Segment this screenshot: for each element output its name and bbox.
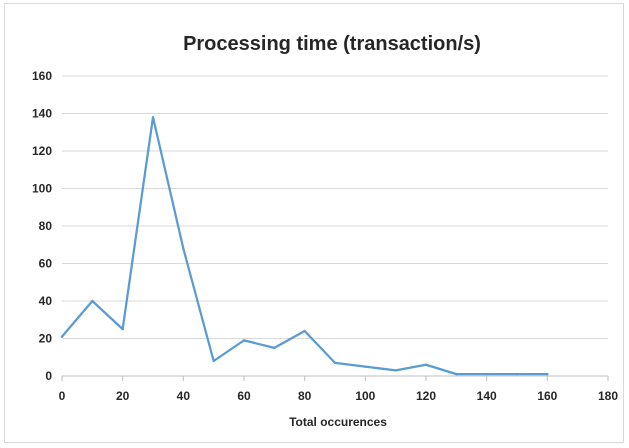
line-chart: Processing time (transaction/s) 0 20 40 60 8… [32, 33, 619, 429]
y-tick-label-7: 140 [32, 107, 52, 121]
chart-title: Processing time (transaction/s) [183, 33, 481, 55]
data-point-0-3 [151, 116, 155, 119]
data-point-0-4 [182, 247, 185, 250]
data-point-0-6 [242, 339, 246, 342]
y-tick-label-3: 60 [39, 257, 53, 271]
data-point-0-10 [364, 365, 367, 368]
y-axis-ticks: 0 20 40 60 80 100 120 140 160 [32, 69, 52, 383]
y-tick-label-4: 80 [39, 219, 53, 233]
x-tick-label-8: 160 [537, 389, 557, 403]
x-tick-label-0: 0 [59, 389, 66, 403]
y-tick-label-1: 20 [39, 332, 53, 346]
x-tick-label-7: 140 [477, 389, 497, 403]
data-point-0-13 [455, 372, 458, 376]
data-point-0-7 [273, 346, 276, 350]
data-point-0-14 [485, 372, 488, 376]
y-tick-label-6: 120 [32, 144, 52, 158]
data-point-0-2 [121, 327, 124, 331]
y-tick-label-8: 160 [32, 69, 52, 83]
data-point-0-1 [91, 299, 94, 303]
x-tick-label-3: 60 [237, 389, 251, 403]
series-line-0 [60, 116, 549, 376]
data-point-0-16 [546, 372, 549, 376]
data-point-0-11 [394, 369, 397, 372]
x-tick-label-1: 20 [116, 389, 130, 403]
x-tick-label-6: 120 [416, 389, 436, 403]
data-point-0-12 [424, 363, 428, 366]
y-tick-label-5: 100 [32, 182, 52, 196]
axes [61, 375, 609, 381]
gridlines [62, 75, 608, 339]
x-tick-label-9: 180 [598, 389, 618, 403]
data-point-0-15 [515, 372, 519, 376]
data-point-0-0 [60, 335, 64, 338]
chart-frame: Processing time (transaction/s) 0 20 40 60 8… [4, 3, 624, 443]
x-tick-label-4: 80 [298, 389, 312, 403]
x-axis-label: Total occurences [289, 415, 387, 429]
y-tick-label-0: 0 [45, 369, 52, 383]
series-layer [60, 116, 549, 376]
data-point-0-8 [303, 329, 306, 333]
x-tick-label-5: 100 [355, 389, 375, 403]
y-tick-label-2: 40 [39, 294, 53, 308]
x-axis-ticks: 0 20 40 60 80 100 120 140 160 180 [59, 389, 619, 403]
data-point-0-5 [212, 359, 215, 363]
x-tick-label-2: 40 [177, 389, 191, 403]
data-point-0-9 [333, 361, 337, 365]
